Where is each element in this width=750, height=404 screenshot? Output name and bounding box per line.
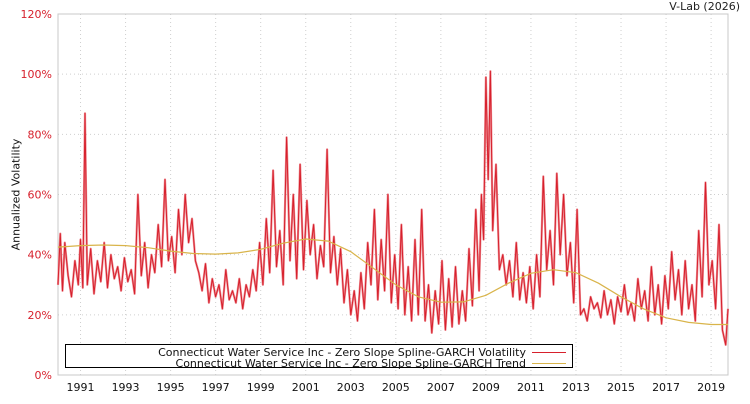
x-tick-label: 2003	[337, 381, 365, 394]
x-tick-label: 2017	[652, 381, 680, 394]
x-tick-label: 2007	[427, 381, 455, 394]
x-tick-label: 2013	[562, 381, 590, 394]
legend-swatch-icon	[532, 362, 566, 364]
x-tick-label: 1993	[112, 381, 140, 394]
x-tick-label: 1999	[247, 381, 275, 394]
y-tick-label: 0%	[35, 369, 52, 382]
credit-label: V-Lab (2026)	[669, 0, 740, 13]
legend-label: Connecticut Water Service Inc - Zero Slo…	[158, 345, 526, 359]
legend-item-volatility: Connecticut Water Service Inc - Zero Slo…	[158, 345, 566, 359]
y-tick-label: 120%	[21, 8, 52, 21]
chart-legend: Connecticut Water Service Inc - Zero Slo…	[65, 344, 573, 370]
x-tick-label: 1995	[157, 381, 185, 394]
x-tick-label: 1991	[67, 381, 95, 394]
x-tick-label: 2005	[382, 381, 410, 394]
plot-frame	[57, 13, 729, 376]
y-axis-title: Annualized Volatility	[9, 138, 23, 251]
x-tick-label: 2011	[517, 381, 545, 394]
trend-line	[57, 238, 728, 326]
volatility-line	[57, 70, 729, 346]
x-tick-label: 1997	[202, 381, 230, 394]
legend-label: Connecticut Water Service Inc - Zero Slo…	[175, 356, 526, 370]
legend-swatch-icon	[532, 351, 566, 353]
y-tick-label: 20%	[28, 309, 52, 322]
x-tick-label: 2019	[697, 381, 725, 394]
y-tick-label: 40%	[28, 249, 52, 262]
x-tick-label: 2009	[472, 381, 500, 394]
y-tick-label: 80%	[28, 128, 52, 141]
legend-item-trend: Connecticut Water Service Inc - Zero Slo…	[175, 356, 566, 370]
y-tick-label: 100%	[21, 68, 52, 81]
y-tick-label: 60%	[28, 189, 52, 202]
x-tick-label: 2001	[292, 381, 320, 394]
volatility-line-halo	[56, 70, 730, 346]
x-tick-label: 2015	[607, 381, 635, 394]
